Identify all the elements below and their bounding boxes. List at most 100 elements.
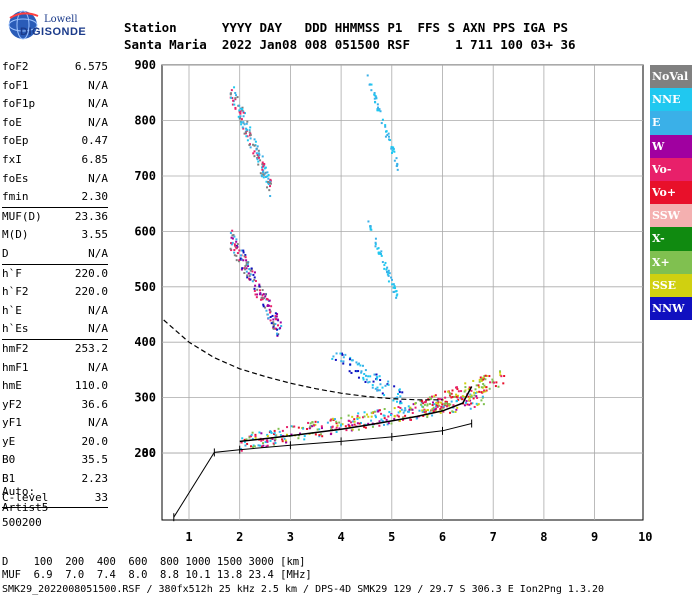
echo-point — [238, 258, 241, 261]
echo-point — [342, 362, 345, 365]
echo-point — [364, 426, 367, 429]
globe-icon — [8, 10, 39, 40]
param-row: foE N/A — [2, 114, 108, 133]
echo-point — [358, 416, 361, 419]
echo-point — [423, 401, 426, 404]
echo-point — [420, 399, 423, 402]
echo-point — [383, 423, 386, 426]
echo-point — [269, 319, 272, 322]
echo-point — [269, 178, 272, 181]
echo-point — [299, 432, 302, 435]
echo-point — [335, 426, 338, 429]
echo-point — [399, 400, 402, 403]
echo-point — [260, 439, 263, 442]
echo-point — [248, 277, 251, 280]
echo-point — [384, 261, 387, 264]
param-value: 36.6 — [81, 397, 109, 411]
echo-point — [273, 432, 276, 435]
echo-point — [272, 321, 275, 324]
echo-point — [433, 403, 436, 406]
echo-point — [484, 378, 487, 381]
echo-point — [351, 415, 354, 418]
echo-point — [248, 129, 251, 132]
echo-point — [430, 397, 433, 400]
echo-point — [257, 444, 260, 447]
echo-point — [467, 395, 470, 398]
echo-point — [242, 121, 245, 124]
echo-point — [269, 182, 272, 185]
param-value: N/A — [88, 246, 108, 260]
echo-point — [469, 393, 472, 396]
echo-point — [356, 363, 359, 366]
echo-point — [464, 386, 467, 389]
echo-point — [320, 427, 323, 430]
echo-point — [381, 392, 384, 395]
param-key: h`Es — [2, 322, 29, 336]
param-row: yF2 36.6 — [2, 396, 108, 415]
echo-point — [356, 416, 359, 419]
echo-point — [274, 312, 277, 315]
echo-point — [242, 259, 245, 262]
echo-point — [239, 115, 242, 118]
echo-point — [432, 409, 435, 412]
echo-point — [242, 249, 245, 252]
echo-point — [230, 242, 233, 245]
echo-point — [235, 254, 238, 257]
echo-point — [482, 383, 485, 386]
echo-point — [255, 152, 258, 155]
param-key: foEp — [2, 134, 29, 148]
echo-point — [360, 370, 363, 373]
echo-point — [252, 273, 255, 276]
echo-point — [378, 108, 381, 111]
echo-point — [262, 444, 265, 447]
echo-point — [308, 427, 311, 430]
echo-point — [252, 152, 255, 155]
echo-point — [246, 274, 249, 277]
echo-point — [439, 407, 442, 410]
echo-point — [351, 428, 354, 431]
echo-point — [349, 356, 352, 359]
echo-point — [377, 252, 380, 255]
echo-point — [449, 393, 452, 396]
echo-point — [386, 271, 389, 274]
plot-frame — [161, 64, 644, 521]
legend-item: W — [650, 134, 692, 158]
echo-point — [246, 139, 249, 142]
param-value: 6.85 — [81, 152, 109, 166]
echo-point — [463, 390, 466, 393]
echo-point — [468, 396, 471, 399]
echo-point — [229, 92, 232, 95]
param-row: foF1 N/A — [2, 77, 108, 96]
param-value: 6.575 — [74, 60, 108, 73]
echo-point — [398, 388, 401, 391]
echo-point — [339, 352, 342, 355]
echo-point — [244, 265, 247, 268]
echo-point — [394, 396, 397, 399]
echo-point — [395, 164, 398, 167]
echo-point — [385, 268, 388, 271]
echo-point — [422, 406, 425, 409]
echo-point — [244, 268, 247, 271]
echo-point — [391, 149, 394, 152]
echo-point — [257, 155, 260, 158]
echo-point — [430, 409, 433, 412]
echo-point — [258, 431, 261, 434]
echo-point — [399, 410, 402, 413]
echo-point — [378, 389, 381, 392]
echo-point — [388, 272, 391, 275]
echo-point — [435, 404, 438, 407]
echo-point — [368, 83, 371, 86]
echo-point — [269, 439, 272, 442]
echo-point — [272, 322, 275, 325]
legend-item: NNE — [650, 88, 692, 112]
x-tick-label: 9 — [591, 530, 598, 544]
echo-point — [242, 111, 245, 114]
echo-point — [249, 146, 252, 149]
echo-point — [269, 195, 272, 198]
echo-point — [231, 103, 234, 106]
echo-point — [431, 414, 434, 417]
echo-point — [376, 376, 379, 379]
echo-point — [444, 390, 447, 393]
echo-point — [418, 409, 421, 412]
echo-point — [268, 180, 271, 183]
